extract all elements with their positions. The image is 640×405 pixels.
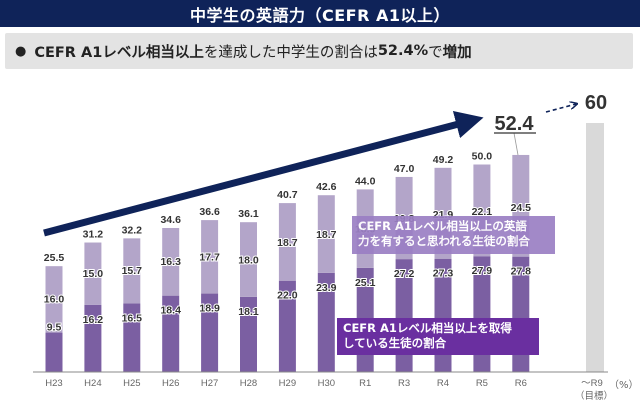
bar-segment-acquired [201, 293, 219, 372]
x-tick-label: R6 [515, 378, 527, 389]
upper-value-label: 22.1 [472, 206, 493, 218]
x-tick-label: H24 [84, 378, 101, 389]
page-title: 中学生の英語力（CEFR A1以上） [0, 0, 640, 27]
x-tick-label: H29 [279, 378, 296, 389]
total-value-label: 34.6 [160, 214, 181, 226]
x-tick-label: H26 [162, 378, 179, 389]
lower-value-label: 18.9 [199, 303, 220, 315]
total-value-label: 36.1 [238, 208, 259, 220]
upper-value-label: 16.0 [44, 294, 65, 306]
legend-lower-line2: している生徒の割合 [343, 336, 447, 350]
bar-segment-acquired [84, 304, 102, 372]
upper-value-label: 18.7 [277, 237, 298, 249]
target-dashed-arrow [545, 104, 576, 113]
upper-value-label: 24.5 [511, 202, 532, 214]
legend-upper-line1: CEFR A1レベル相当以上の英語 [358, 219, 527, 233]
legend-upper-line2: 力を有すると思われる生徒の割合 [358, 234, 530, 248]
lower-value-label: 23.9 [316, 282, 337, 294]
bar-segment-estimated [162, 227, 180, 296]
bar-segment-estimated [317, 195, 335, 273]
total-value-label: 32.2 [122, 224, 143, 236]
bullet-icon: ● [15, 43, 27, 59]
total-value-label: 47.0 [394, 163, 415, 175]
highlight-leader-line [513, 132, 519, 156]
target-x-sublabel: （目標） [575, 390, 613, 402]
x-tick-label: R5 [476, 378, 488, 389]
total-value-label: 42.6 [316, 181, 337, 193]
x-tick-label: R3 [398, 378, 410, 389]
bar-segment-estimated [201, 220, 219, 294]
bar-segment-acquired [162, 295, 180, 372]
lower-value-label: 27.9 [472, 265, 493, 277]
bar-segment-acquired [123, 303, 141, 372]
upper-value-label: 15.0 [83, 268, 104, 280]
lower-value-label: 16.2 [83, 314, 104, 326]
bar-segment-acquired [240, 296, 257, 372]
legend-upper-series: CEFR A1レベル相当以上の英語 力を有すると思われる生徒の割合 [352, 216, 555, 254]
highlight-value-label: 52.4 [495, 113, 535, 135]
target-value-label: 60 [585, 92, 607, 114]
bar-segment-estimated [45, 266, 63, 333]
summary-text-middle: を達成した中学生の割合は [203, 44, 378, 61]
bar-segment-estimated [278, 203, 296, 281]
total-value-label: 40.7 [277, 189, 298, 201]
total-value-label: 44.0 [355, 175, 376, 187]
summary-bold-prefix: CEFR A1レベル相当以上 [34, 44, 204, 61]
x-tick-label: H25 [123, 378, 140, 389]
upper-value-label: 16.3 [160, 256, 181, 268]
summary-bold-value: 52.4% [377, 43, 429, 59]
upper-value-label: 18.0 [238, 254, 259, 266]
bar-segment-estimated [84, 242, 102, 305]
upper-value-label: 18.7 [316, 229, 337, 241]
bar-segment-acquired [45, 332, 63, 372]
x-tick-label: H23 [45, 378, 62, 389]
x-tick-label: R1 [359, 378, 371, 389]
summary-bold-end: 増加 [442, 44, 472, 61]
bar-segment-acquired [278, 280, 296, 372]
target-bar [586, 123, 604, 372]
lower-value-label: 25.1 [355, 277, 376, 289]
unit-label: （%） [609, 380, 639, 391]
lower-value-label: 9.5 [47, 322, 62, 334]
target-x-label: ～R9 [581, 378, 603, 389]
x-tick-label: H27 [201, 378, 218, 389]
legend-lower-line1: CEFR A1レベル相当以上を取得 [343, 321, 512, 335]
x-tick-label: H30 [318, 378, 335, 389]
total-value-label: 36.6 [199, 206, 220, 218]
x-tick-label: R4 [437, 378, 449, 389]
total-value-label: 50.0 [472, 151, 493, 163]
total-value-label: 49.2 [433, 154, 454, 166]
lower-value-label: 27.8 [511, 266, 532, 278]
lower-value-label: 27.3 [433, 268, 454, 280]
lower-value-label: 16.5 [122, 313, 143, 325]
lower-value-label: 27.2 [394, 268, 415, 280]
bar-segment-estimated [123, 238, 141, 304]
summary-banner: ● CEFR A1レベル相当以上 を達成した中学生の割合は 52.4% で 増加 [5, 33, 633, 69]
lower-value-label: 18.1 [238, 306, 259, 318]
total-value-label: 31.2 [83, 229, 104, 241]
bar-segment-acquired [317, 272, 335, 372]
legend-lower-series: CEFR A1レベル相当以上を取得 している生徒の割合 [337, 318, 539, 355]
total-value-label: 25.5 [44, 252, 65, 264]
upper-value-label: 17.7 [199, 252, 220, 264]
upper-value-label: 15.7 [122, 265, 143, 277]
lower-value-label: 22.0 [277, 290, 298, 302]
summary-text-tail: で [428, 44, 443, 61]
x-tick-label: H28 [240, 378, 257, 389]
lower-value-label: 18.4 [160, 305, 181, 317]
bar-segment-estimated [240, 222, 257, 297]
trend-arrow [43, 111, 484, 237]
